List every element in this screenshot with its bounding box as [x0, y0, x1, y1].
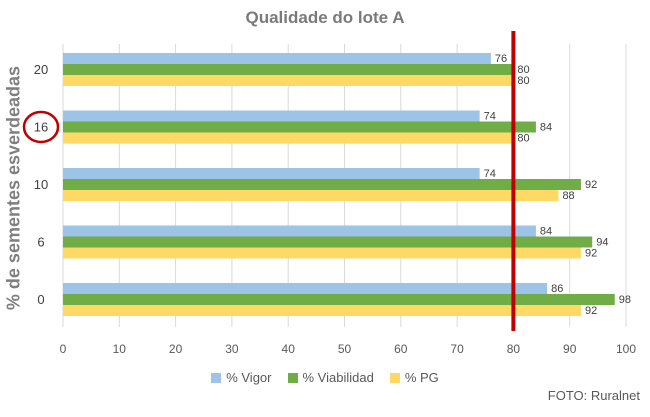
data-label-16-2: 80 — [517, 133, 529, 145]
data-label-0-1: 98 — [619, 294, 631, 306]
data-label-20-1: 80 — [517, 64, 529, 76]
bar-0-vigor — [63, 283, 548, 294]
bar-0-pg — [63, 305, 581, 316]
x-tick-label-30: 30 — [225, 342, 239, 356]
bar-6-vigor — [63, 225, 536, 237]
x-tick-label-60: 60 — [394, 342, 408, 356]
legend-swatch-vigor — [211, 372, 222, 383]
x-tick-label-80: 80 — [507, 342, 521, 356]
bar-10-viabilidad — [63, 179, 581, 190]
x-tick-label-90: 90 — [563, 342, 577, 356]
legend-item-viabilidad: % Viabilidad — [287, 370, 374, 385]
x-tick-label-50: 50 — [338, 342, 352, 356]
data-label-10-1: 92 — [585, 179, 597, 191]
data-label-6-2: 92 — [585, 248, 597, 260]
data-label-10-0: 74 — [484, 168, 496, 180]
y-category-label-0: 0 — [37, 292, 44, 307]
bar-6-pg — [63, 247, 581, 259]
legend: % Vigor % Viabilidad % PG — [0, 370, 650, 385]
x-tick-label-70: 70 — [450, 342, 464, 356]
data-label-6-1: 94 — [596, 237, 608, 249]
legend-item-vigor: % Vigor — [211, 370, 272, 385]
bar-0-viabilidad — [63, 294, 615, 305]
x-tick-label-40: 40 — [282, 342, 296, 356]
legend-swatch-viabilidad — [287, 372, 298, 383]
data-label-16-0: 74 — [484, 111, 496, 123]
data-label-16-1: 84 — [540, 122, 552, 134]
data-label-0-2: 92 — [585, 305, 597, 317]
data-label-0-0: 86 — [551, 283, 563, 295]
bar-16-pg — [63, 132, 514, 144]
data-label-10-2: 88 — [562, 190, 574, 202]
bar-16-viabilidad — [63, 121, 536, 133]
bar-20-vigor — [63, 53, 491, 64]
bar-20-viabilidad — [63, 64, 514, 75]
data-label-6-0: 84 — [540, 226, 552, 238]
x-tick-label-10: 10 — [113, 342, 127, 356]
legend-label-vigor: % Vigor — [226, 370, 272, 385]
legend-label-viabilidad: % Viabilidad — [302, 370, 374, 385]
bar-20-pg — [63, 75, 514, 86]
highlight-circle — [22, 110, 60, 144]
photo-credit: FOTO: Ruralnet — [547, 388, 640, 403]
y-category-label-10: 10 — [34, 177, 48, 192]
x-tick-label-100: 100 — [616, 342, 636, 356]
bar-10-vigor — [63, 168, 480, 179]
x-tick-label-0: 0 — [60, 342, 67, 356]
bar-10-pg — [63, 190, 559, 201]
legend-swatch-pg — [389, 372, 400, 383]
bar-6-viabilidad — [63, 236, 593, 248]
data-label-20-2: 80 — [517, 75, 529, 87]
y-category-label-16: 16 — [34, 120, 48, 135]
y-category-label-6: 6 — [37, 235, 44, 250]
legend-item-pg: % PG — [389, 370, 439, 385]
x-tick-label-20: 20 — [169, 342, 183, 356]
data-label-20-0: 76 — [495, 53, 507, 65]
legend-label-pg: % PG — [404, 370, 439, 385]
chart-title: Qualidade do lote A — [245, 8, 405, 27]
y-category-label-20: 20 — [34, 62, 48, 77]
bar-16-vigor — [63, 110, 480, 122]
